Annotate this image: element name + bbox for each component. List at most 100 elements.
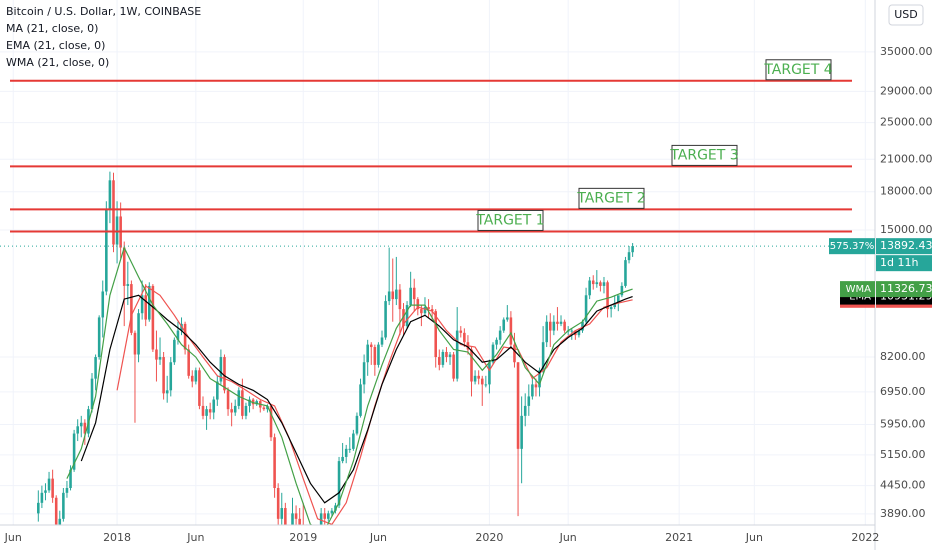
candle-body: [187, 349, 190, 376]
candle-body: [105, 209, 108, 292]
candle-body: [538, 370, 541, 388]
candle-body: [477, 375, 480, 379]
candle-body: [94, 357, 97, 379]
target-label: TARGET 2: [576, 190, 645, 206]
currency-button[interactable]: [888, 4, 924, 26]
candle-body: [534, 384, 538, 388]
candle-body: [194, 370, 198, 382]
x-tick-label: Jun: [369, 531, 387, 544]
candle-body: [609, 307, 613, 310]
candle-body: [337, 461, 341, 506]
candle-body: [219, 357, 223, 382]
candle-body: [51, 478, 54, 498]
indicator-value-box: [876, 281, 932, 298]
candle-body: [255, 401, 258, 405]
candle-body: [155, 349, 158, 360]
candle-body: [509, 317, 513, 345]
candle-body: [90, 378, 94, 410]
countdown-label: 1d 11h: [880, 256, 918, 269]
x-tick-label: 2021: [665, 531, 693, 544]
candle-body: [79, 422, 83, 427]
x-tick-label: 2022: [851, 531, 879, 544]
candle-body: [545, 321, 548, 343]
currency-label[interactable]: USD: [894, 8, 918, 21]
candle-body: [223, 357, 226, 391]
y-tick-label: 3890.00: [880, 507, 926, 520]
target-box: [671, 144, 738, 166]
y-tick-label: 6950.00: [880, 385, 926, 398]
candle-body: [495, 339, 498, 345]
candle-body: [37, 502, 40, 514]
candle-body: [398, 289, 402, 310]
candle-body: [355, 415, 359, 434]
candle-body: [581, 321, 584, 331]
candle-body: [130, 284, 133, 333]
candle-body: [377, 344, 380, 365]
candle-body: [427, 307, 430, 310]
candle-body: [409, 287, 412, 306]
candle-body: [559, 321, 563, 324]
candle-body: [233, 405, 237, 413]
target-label: TARGET 3: [669, 147, 738, 163]
candle-body: [294, 513, 298, 519]
candle-body: [237, 390, 241, 406]
candle-body: [395, 289, 398, 300]
candle-body: [463, 332, 466, 343]
x-tick-label: Jun: [559, 531, 577, 544]
candle-body: [369, 344, 373, 348]
candle-body: [423, 307, 427, 314]
countdown-box: [876, 255, 932, 272]
candle-body: [72, 433, 76, 470]
indicator-line: [80, 294, 633, 504]
axes: 35000.00 29000.00 25000.00 21000.00 18000.00…: [4, 45, 932, 544]
candle-body: [434, 311, 437, 358]
candle-body: [470, 349, 473, 382]
candle-body: [183, 323, 187, 350]
last-price-label: 13892.43: [880, 239, 932, 252]
candle-body: [405, 305, 409, 327]
candle-body: [344, 448, 348, 457]
candle-body: [327, 513, 330, 519]
candle-body: [455, 330, 459, 379]
change-box: [829, 238, 875, 255]
candle-body: [208, 409, 212, 413]
candle-body: [591, 280, 595, 285]
candle-body: [262, 407, 266, 410]
candle-body: [241, 390, 244, 416]
candle-body: [47, 478, 51, 491]
target-box: [477, 209, 544, 231]
plot-area: [0, 79, 875, 525]
candle-body: [83, 422, 87, 434]
candle-body: [54, 497, 58, 525]
indicator-line: [66, 245, 633, 525]
candle-body: [438, 357, 441, 365]
candle-body: [631, 246, 634, 253]
candle-body: [40, 492, 44, 503]
change-label: 575.37%: [830, 241, 875, 252]
candle-body: [520, 415, 523, 449]
candle-body: [151, 285, 155, 350]
chart-title: Bitcoin / U.S. Dollar, 1W, COINBASE: [6, 5, 201, 18]
candle-body: [387, 291, 391, 302]
candle-body: [502, 319, 506, 331]
candle-body: [366, 344, 369, 363]
candle-body: [480, 378, 484, 385]
candle-body: [498, 330, 502, 340]
candle-body: [122, 247, 126, 286]
candle-body: [362, 362, 366, 385]
candle-body: [58, 518, 62, 525]
candle-body: [341, 456, 344, 462]
candle-body: [330, 510, 334, 514]
target-label: TARGET 4: [763, 62, 832, 78]
candle-body: [513, 344, 516, 363]
candle-body: [62, 492, 65, 519]
indicator-value: 11326.73: [880, 282, 932, 295]
candle-body: [162, 357, 165, 394]
candle-body: [384, 301, 387, 338]
candle-body: [176, 330, 180, 340]
candle-body: [273, 437, 276, 488]
candle-body: [430, 309, 434, 312]
candle-body: [412, 287, 416, 300]
candle-body: [230, 409, 233, 413]
candle-body: [44, 490, 47, 493]
